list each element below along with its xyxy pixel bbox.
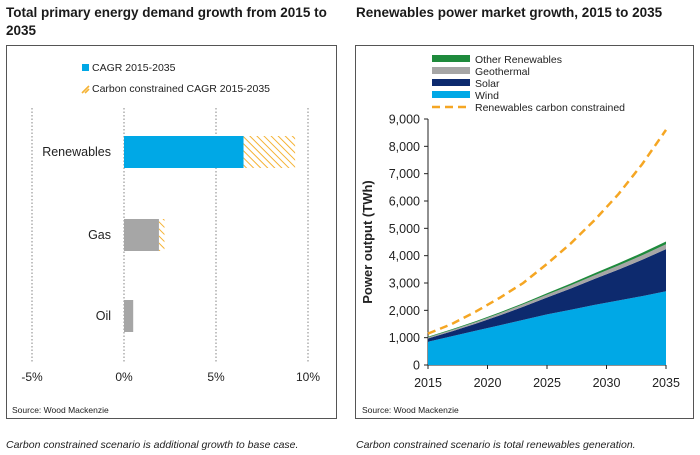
x-tick-label: 2030: [593, 376, 621, 390]
legend-swatch-wind: [432, 91, 470, 98]
left-chart-frame: [6, 45, 337, 419]
x-tick-label: -5%: [21, 370, 43, 384]
legend-label-geothermal: Geothermal: [475, 66, 530, 78]
bar-cagr: [124, 136, 244, 168]
legend-label-wind: Wind: [475, 90, 499, 102]
category-label: Renewables: [42, 145, 111, 159]
x-tick-label: 2015: [414, 376, 442, 390]
category-label: Oil: [96, 309, 111, 323]
left-chart-title: Total primary energy demand growth from …: [6, 5, 327, 38]
x-tick-label: 2020: [474, 376, 502, 390]
y-tick-label: 5,000: [389, 222, 420, 236]
area-wind: [428, 291, 666, 365]
bar-carbon-constrained: [243, 136, 296, 168]
y-tick-label: 0: [413, 359, 420, 373]
y-tick-label: 4,000: [389, 249, 420, 263]
area-solar: [428, 249, 666, 342]
line-renewables-carbon-constrained: [427, 129, 668, 335]
left-source-label: Source: Wood Mackenzie: [12, 405, 109, 415]
right-source-label: Source: Wood Mackenzie: [362, 405, 459, 415]
left-bar-chart: -5% 0% 5% 10% Renewables Gas Oil CAGR 2015-2035…: [21, 62, 320, 384]
y-tick-label: 1,000: [389, 331, 420, 345]
legend-label-cagr: CAGR 2015-2035: [92, 62, 176, 74]
legend-label-other-renewables: Other Renewables: [475, 54, 562, 66]
legend-swatch-cagr: [82, 64, 89, 71]
legend-label-constrained: Carbon constrained CAGR 2015-2035: [92, 83, 270, 95]
right-footnote: Carbon constrained scenario is total ren…: [356, 439, 636, 451]
left-footnote: Carbon constrained scenario is additiona…: [6, 439, 299, 451]
legend-swatch-solar: [432, 79, 470, 86]
legend-swatch-constrained: [81, 85, 90, 94]
right-chart-title: Renewables power market growth, 2015 to …: [356, 5, 663, 20]
bar-cagr: [124, 300, 134, 332]
right-area-chart: 0 1,000 2,000 3,000 4,000 5,000 6,000 7,000 8,00…: [360, 54, 680, 390]
y-tick-label: 9,000: [389, 113, 420, 127]
x-tick-label: 2025: [533, 376, 561, 390]
x-tick-label: 2035: [652, 376, 680, 390]
y-tick-label: 7,000: [389, 167, 420, 181]
x-tick-label: 5%: [207, 370, 225, 384]
y-axis-title: Power output (TWh): [360, 180, 375, 303]
legend-label-solar: Solar: [475, 78, 500, 90]
x-tick-label: 0%: [115, 370, 133, 384]
legend-swatch-other-renewables: [432, 55, 470, 62]
legend-label-renewables-carbon-constrained: Renewables carbon constrained: [475, 102, 625, 114]
bar-carbon-constrained: [158, 219, 165, 251]
y-tick-label: 6,000: [389, 195, 420, 209]
bar-cagr: [124, 219, 159, 251]
y-tick-label: 8,000: [389, 140, 420, 154]
legend-swatch-constrained: [84, 88, 90, 94]
y-tick-label: 2,000: [389, 304, 420, 318]
category-label: Gas: [88, 228, 111, 242]
legend-swatch-geothermal: [432, 67, 470, 74]
x-tick-label: 10%: [296, 370, 320, 384]
y-tick-label: 3,000: [389, 277, 420, 291]
